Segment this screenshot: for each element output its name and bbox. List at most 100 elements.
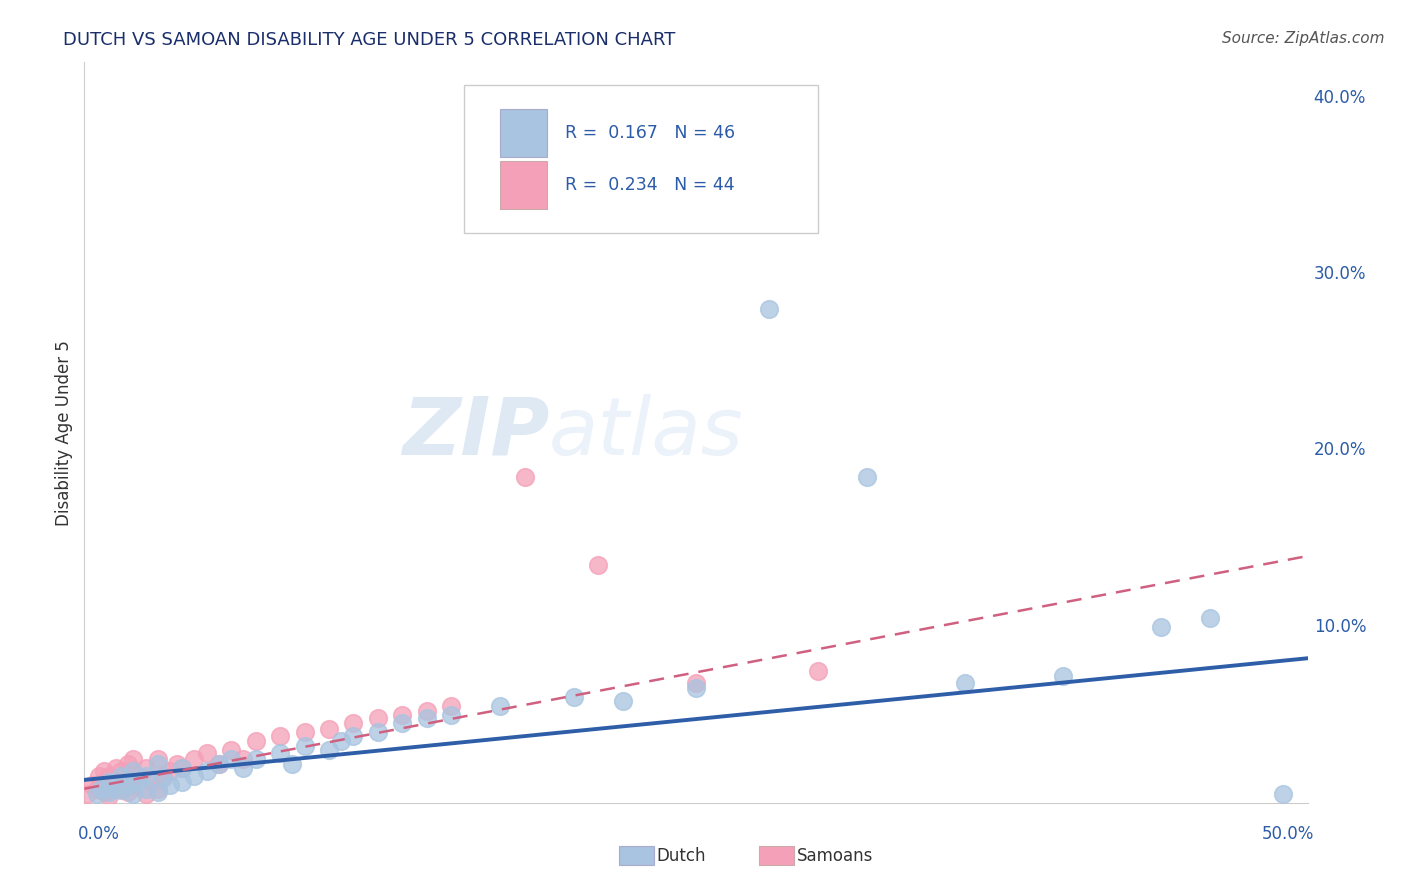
Point (330, 734, 353, 748)
Point (93, 785, 115, 799)
Point (281, 757, 304, 772)
Point (232, 760, 254, 774)
Point (318, 722, 340, 736)
Text: DUTCH VS SAMOAN DISABILITY AGE UNDER 5 CORRELATION CHART: DUTCH VS SAMOAN DISABILITY AGE UNDER 5 C… (63, 31, 676, 49)
Point (758, 302, 780, 317)
Text: 10.0%: 10.0% (1313, 617, 1367, 635)
Point (103, 774, 125, 789)
Point (117, 778, 139, 792)
Point (685, 681, 707, 696)
FancyBboxPatch shape (501, 109, 547, 157)
Point (159, 764, 181, 778)
Point (342, 716, 364, 731)
Point (219, 743, 242, 757)
Text: Samoans: Samoans (797, 847, 873, 865)
Point (232, 752, 254, 766)
Text: 40.0%: 40.0% (1313, 88, 1367, 107)
Point (269, 729, 291, 743)
Point (146, 752, 169, 766)
Point (76, 787, 98, 801)
Point (269, 747, 291, 761)
Point (135, 760, 157, 774)
Point (110, 764, 132, 778)
Point (117, 757, 139, 772)
Point (245, 734, 267, 748)
Text: R =  0.167   N = 46: R = 0.167 N = 46 (565, 124, 735, 142)
Point (135, 769, 157, 783)
Point (807, 664, 830, 678)
Y-axis label: Disability Age Under 5: Disability Age Under 5 (55, 340, 73, 525)
Point (416, 711, 439, 725)
Point (172, 760, 194, 774)
Text: atlas: atlas (550, 393, 744, 472)
Point (93, 764, 115, 778)
Point (489, 698, 512, 713)
Text: ZIP: ZIP (402, 393, 550, 472)
Point (953, 676, 976, 690)
Point (1052, 669, 1074, 683)
Point (135, 787, 157, 801)
Point (416, 704, 439, 718)
Point (367, 711, 389, 725)
Point (391, 716, 413, 731)
Point (208, 757, 231, 772)
Point (219, 752, 242, 766)
Point (142, 774, 165, 789)
Point (612, 693, 634, 707)
Point (208, 757, 231, 772)
Point (440, 707, 463, 722)
Point (122, 752, 145, 766)
Point (87, 769, 110, 783)
Point (146, 785, 169, 799)
Point (513, 469, 536, 483)
Text: Dutch: Dutch (657, 847, 706, 865)
Point (172, 774, 194, 789)
Point (146, 781, 169, 796)
Point (127, 774, 149, 789)
Point (80, 778, 103, 792)
Point (586, 558, 609, 572)
Point (105, 760, 128, 774)
Point (97, 785, 120, 799)
Point (110, 769, 132, 783)
Point (90, 781, 112, 796)
Point (86, 781, 108, 796)
Text: 20.0%: 20.0% (1313, 442, 1367, 459)
Point (159, 778, 181, 792)
Point (117, 785, 139, 799)
Point (110, 781, 132, 796)
Text: 0.0%: 0.0% (79, 825, 120, 843)
Point (685, 676, 707, 690)
Point (1198, 610, 1220, 624)
Point (195, 764, 218, 778)
Point (172, 760, 194, 774)
Text: 50.0%: 50.0% (1261, 825, 1313, 843)
Point (183, 752, 205, 766)
Point (110, 783, 132, 797)
Point (97, 769, 120, 783)
Point (183, 769, 205, 783)
Point (245, 752, 267, 766)
Point (318, 743, 340, 757)
FancyBboxPatch shape (464, 85, 818, 233)
Text: R =  0.234   N = 44: R = 0.234 N = 44 (565, 176, 735, 194)
Text: Source: ZipAtlas.com: Source: ZipAtlas.com (1222, 31, 1385, 46)
Point (122, 787, 145, 801)
Point (856, 469, 879, 483)
Point (127, 769, 149, 783)
Point (294, 725, 316, 739)
Point (195, 747, 218, 761)
Point (152, 771, 174, 785)
Point (391, 707, 413, 722)
Point (122, 764, 145, 778)
Point (367, 725, 389, 739)
Point (103, 781, 125, 796)
Point (1150, 619, 1173, 633)
Point (146, 757, 169, 772)
Point (152, 769, 174, 783)
Point (86, 787, 108, 801)
Point (166, 757, 188, 772)
Point (1272, 787, 1295, 801)
Point (440, 698, 463, 713)
Point (122, 778, 145, 792)
